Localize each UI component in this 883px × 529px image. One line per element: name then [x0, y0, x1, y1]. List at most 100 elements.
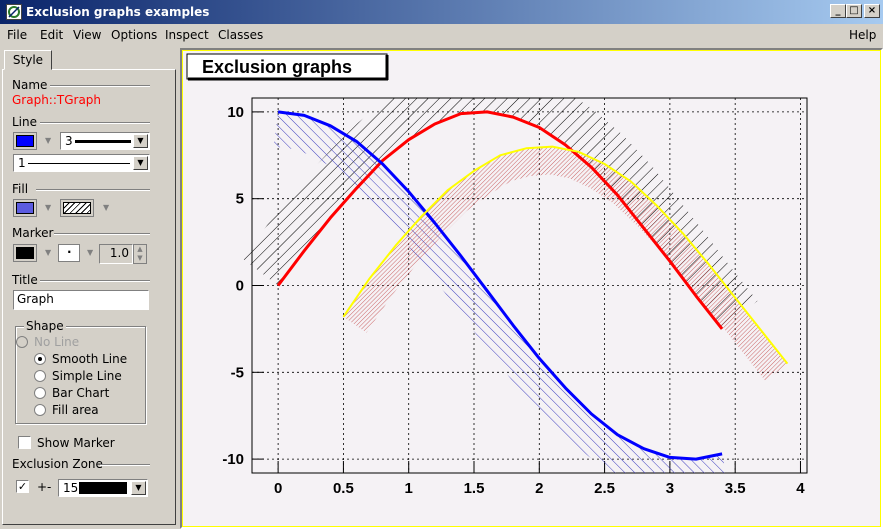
y-tick-label: -10 [222, 451, 244, 468]
y-tick-label: 5 [236, 191, 244, 208]
radio-bar-chart-label: Bar Chart [52, 386, 110, 400]
radio-fill-area-label: Fill area [52, 403, 99, 417]
window-title: Exclusion graphs examples [26, 5, 210, 19]
show-marker-checkbox[interactable] [18, 436, 31, 449]
marker-color-arrow-icon[interactable]: ▼ [45, 248, 52, 257]
menu-file[interactable]: File [7, 28, 28, 42]
line-color-button[interactable] [13, 132, 37, 150]
exclusion-width-preview [79, 482, 127, 494]
minimize-button[interactable]: _ [830, 4, 846, 18]
menu-options[interactable]: Options [111, 28, 158, 42]
exclusion-separator [100, 464, 150, 466]
exclusion-sign: +- [37, 480, 52, 494]
radio-fill-area-dot [34, 404, 46, 416]
line-label: Line [12, 115, 38, 129]
fill-color-arrow-icon[interactable]: ▼ [45, 203, 52, 212]
title-bar: Exclusion graphs examples _ □ × [0, 0, 883, 24]
exclusion-checkbox[interactable]: ✓ [16, 480, 29, 493]
series-line-1 [277, 110, 723, 461]
title-label: Title [12, 273, 38, 287]
exclusion-width-select[interactable]: 15 ▼ [58, 479, 148, 497]
menu-bar: File Edit View Options Inspect Classes H… [0, 24, 883, 46]
radio-simple-line-dot [34, 370, 46, 382]
series-line-2 [342, 145, 789, 365]
radio-no-line-dot [16, 336, 28, 348]
tab-style[interactable]: Style [4, 50, 52, 70]
style-panel-body [2, 69, 176, 525]
marker-color-button[interactable] [13, 244, 37, 262]
title-separator [40, 280, 150, 282]
chevron-down-icon[interactable]: ▼ [133, 156, 148, 170]
editor-panel: Style Name Graph::TGraph Line ▼ 3 ▼ 1 ▼ … [0, 48, 178, 529]
line-width-select[interactable]: 3 ▼ [60, 132, 150, 150]
marker-size-spinner[interactable]: ▲ ▼ [133, 244, 147, 264]
x-tick-label: 0.5 [333, 480, 354, 497]
line-color-arrow-icon[interactable]: ▼ [45, 136, 52, 145]
y-tick-label: 10 [227, 104, 244, 121]
line-width-value: 3 [65, 134, 73, 148]
exclusion-zone-label: Exclusion Zone [12, 457, 103, 471]
marker-separator [54, 233, 150, 235]
shape-label: Shape [24, 319, 66, 333]
radio-no-line[interactable]: No Line [16, 335, 80, 349]
marker-label: Marker [12, 226, 54, 240]
exclusion-zone-2 [343, 146, 788, 381]
maximize-button[interactable]: □ [846, 4, 862, 18]
marker-style-button[interactable]: · [58, 244, 80, 262]
chevron-down-icon[interactable]: ▼ [133, 134, 148, 148]
menu-help[interactable]: Help [849, 28, 877, 42]
y-tick-label: 0 [236, 278, 244, 295]
line-style-value: 1 [18, 156, 26, 170]
menu-classes[interactable]: Classes [218, 28, 264, 42]
title-input[interactable]: Graph [13, 290, 149, 310]
marker-size-input[interactable]: 1.0 [99, 244, 133, 264]
name-separator [50, 85, 150, 87]
fill-separator [36, 189, 150, 191]
fill-pattern-button[interactable] [60, 199, 94, 217]
exclusion-zone-1 [273, 111, 726, 473]
radio-smooth-line[interactable]: Smooth Line [34, 352, 128, 366]
x-tick-label: 2.5 [594, 480, 615, 497]
name-label: Name [12, 78, 48, 92]
marker-color-swatch [16, 247, 34, 259]
line-width-preview [75, 140, 131, 143]
x-tick-label: 1.5 [464, 480, 485, 497]
object-name: Graph::TGraph [12, 93, 102, 107]
x-tick-label: 3 [666, 480, 674, 497]
fill-color-button[interactable] [13, 199, 37, 217]
shape-group [15, 326, 146, 424]
radio-no-line-label: No Line [34, 335, 80, 349]
line-style-preview [28, 163, 130, 164]
canvas-area[interactable]: 0 0.5 1 1.5 2 2.5 3 3.5 4 10 5 0 -5 -10 Exclusion gra… [180, 48, 883, 529]
radio-simple-line[interactable]: Simple Line [34, 369, 122, 383]
fill-pattern-arrow-icon[interactable]: ▼ [103, 203, 110, 212]
radio-fill-area[interactable]: Fill area [34, 403, 99, 417]
show-marker-label: Show Marker [37, 436, 115, 450]
chevron-down-icon[interactable]: ▼ [131, 481, 146, 495]
radio-simple-line-label: Simple Line [52, 369, 122, 383]
line-style-select[interactable]: 1 ▼ [13, 154, 150, 172]
fill-label: Fill [12, 182, 29, 196]
series-line-0 [276, 110, 724, 330]
plot-svg[interactable]: 0 0.5 1 1.5 2 2.5 3 3.5 4 10 5 0 -5 -10 Exclusion gra… [182, 50, 881, 527]
app-icon [6, 4, 22, 20]
radio-bar-chart-dot [34, 387, 46, 399]
plot-title: Exclusion graphs [202, 57, 352, 77]
close-button[interactable]: × [864, 4, 880, 18]
radio-smooth-line-label: Smooth Line [52, 352, 128, 366]
x-tick-label: 2 [535, 480, 543, 497]
radio-bar-chart[interactable]: Bar Chart [34, 386, 110, 400]
x-tick-label: 0 [274, 480, 282, 497]
x-tick-label: 3.5 [725, 480, 746, 497]
radio-smooth-line-dot [34, 353, 46, 365]
menu-edit[interactable]: Edit [40, 28, 64, 42]
x-tick-label: 4 [796, 480, 805, 497]
fill-pattern-swatch [63, 202, 91, 214]
marker-style-value: · [67, 245, 72, 259]
x-tick-label: 1 [405, 480, 413, 497]
menu-view[interactable]: View [73, 28, 102, 42]
line-separator [40, 122, 150, 124]
menu-inspect[interactable]: Inspect [165, 28, 209, 42]
exclusion-width-value: 15 [63, 481, 79, 495]
marker-style-arrow-icon[interactable]: ▼ [87, 248, 94, 257]
